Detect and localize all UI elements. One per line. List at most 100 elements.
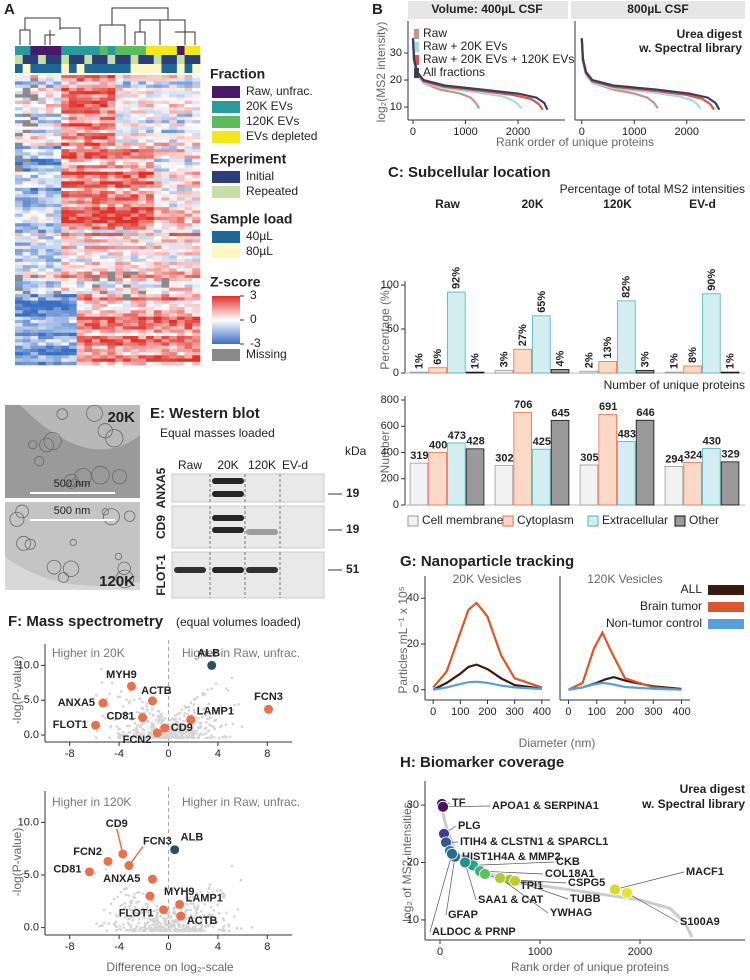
heatmap-cell	[84, 278, 92, 282]
heatmap-cell	[115, 223, 123, 227]
heatmap-cell	[138, 233, 146, 237]
heatmap-cell	[131, 310, 139, 314]
heatmap-cell	[23, 188, 31, 192]
heatmap-cell	[108, 139, 116, 143]
heatmap-cell	[92, 239, 100, 243]
heatmap-cell	[154, 114, 162, 118]
heatmap-cell	[185, 230, 193, 234]
heatmap-cell	[185, 91, 193, 95]
heatmap-cell	[108, 336, 116, 340]
heatmap-cell	[100, 249, 108, 253]
heatmap-cell	[77, 346, 85, 350]
marker-label: TF	[452, 797, 466, 809]
heatmap-cell	[146, 185, 154, 189]
heatmap-cell	[38, 172, 46, 176]
heatmap-cell	[23, 323, 31, 327]
heatmap-cell	[46, 165, 54, 169]
heatmap-cell	[30, 133, 38, 137]
heatmap-cell	[192, 268, 200, 272]
heatmap-cell	[84, 297, 92, 301]
heatmap-cell	[15, 323, 23, 327]
heatmap-cell	[100, 139, 108, 143]
x-tick-label: 2000	[628, 946, 652, 958]
heatmap-cell	[108, 191, 116, 195]
heatmap-cell	[177, 152, 185, 156]
heatmap-cell	[138, 194, 146, 198]
heatmap-cell	[69, 204, 77, 208]
heatmap-cell	[161, 275, 169, 279]
chart-title: G: Nanoparticle tracking	[400, 553, 574, 570]
heatmap-cell	[84, 117, 92, 121]
heatmap-cell	[46, 85, 54, 89]
heatmap-cell	[123, 156, 131, 160]
heatmap-cell	[46, 346, 54, 350]
heatmap-cell	[123, 214, 131, 218]
heatmap-cell	[77, 107, 85, 111]
cloud-dot	[188, 709, 191, 712]
heatmap-cell	[169, 149, 177, 153]
heatmap-cell	[185, 259, 193, 263]
heatmap-cell	[177, 162, 185, 166]
heatmap-cell	[154, 294, 162, 298]
heatmap-cell	[61, 149, 69, 153]
heatmap-cell	[84, 165, 92, 169]
heatmap-cell	[54, 146, 62, 150]
legend-swatch	[708, 585, 744, 595]
cloud-dot	[151, 707, 154, 710]
heatmap-cell	[69, 75, 77, 79]
chart-title: Volume: 400µL CSF	[431, 2, 542, 16]
heatmap-cell	[23, 162, 31, 166]
y-tick-label: 800	[381, 394, 399, 406]
heatmap-cell	[161, 127, 169, 131]
x-tick-label: 8	[264, 941, 270, 953]
heatmap-cell	[138, 98, 146, 102]
heatmap-cell	[77, 114, 85, 118]
heatmap-cell	[54, 181, 62, 185]
heatmap-cell	[131, 281, 139, 285]
heatmap-cell	[177, 220, 185, 224]
heatmap-cell	[54, 127, 62, 131]
value-label: 3%	[498, 351, 510, 367]
heatmap-cell	[115, 156, 123, 160]
heatmap-cell	[177, 75, 185, 79]
heatmap-cell	[92, 310, 100, 314]
cloud-dot	[181, 925, 184, 928]
heatmap-cell	[77, 281, 85, 285]
cloud-dot	[130, 926, 133, 929]
point	[85, 867, 94, 876]
heatmap-cell	[69, 320, 77, 324]
heatmap-cell	[84, 178, 92, 182]
heatmap-cell	[123, 123, 131, 127]
heatmap-cell	[131, 156, 139, 160]
heatmap-cell	[30, 307, 38, 311]
heatmap-cell	[84, 143, 92, 147]
heatmap-cell	[154, 320, 162, 324]
heatmap-cell	[100, 98, 108, 102]
heatmap-cell	[30, 162, 38, 166]
heatmap-cell	[38, 236, 46, 240]
cloud-dot	[160, 713, 163, 716]
value-label: 646	[636, 407, 654, 419]
cloud-dot	[197, 737, 200, 740]
heatmap-cell	[146, 336, 154, 340]
heatmap-cell	[77, 117, 85, 121]
heatmap-cell	[23, 152, 31, 156]
cloud-dot	[221, 929, 224, 932]
heatmap-cell	[177, 197, 185, 201]
cloud-dot	[115, 926, 118, 929]
heatmap-cell	[161, 268, 169, 272]
heatmap-cell	[108, 110, 116, 114]
heatmap-cell	[77, 217, 85, 221]
heatmap-cell	[92, 143, 100, 147]
heatmap-cell	[100, 120, 108, 124]
heatmap-cell	[15, 207, 23, 211]
heatmap-cell	[61, 172, 69, 176]
cloud-dot	[159, 925, 162, 928]
heatmap-cell	[92, 304, 100, 308]
heatmap-cell	[192, 336, 200, 340]
point-label: ALB	[181, 832, 204, 844]
heatmap-cell	[146, 246, 154, 250]
heatmap-cell	[84, 175, 92, 179]
heatmap-cell	[138, 110, 146, 114]
heatmap-cell	[161, 297, 169, 301]
